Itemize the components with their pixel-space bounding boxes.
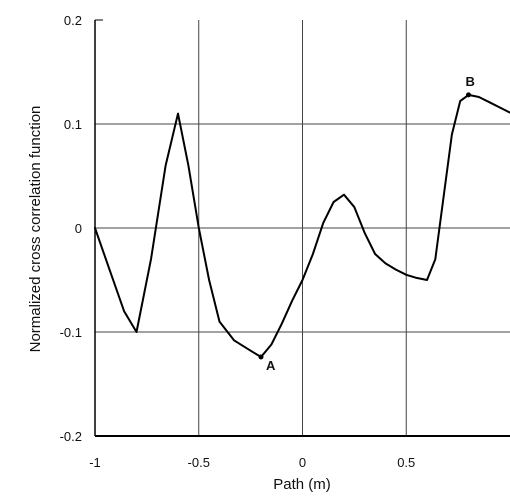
x-tick-label: -0.5 — [188, 455, 210, 470]
x-axis-title: Path (m) — [273, 476, 331, 493]
annotations: AB — [258, 74, 475, 373]
annotation-label: A — [266, 358, 276, 373]
y-tick-label: 0.1 — [64, 117, 82, 132]
x-tick-label: -1 — [89, 455, 101, 470]
series-line — [94, 93, 510, 358]
y-tick-label: 0.2 — [64, 13, 82, 28]
grid-lines — [95, 20, 510, 436]
y-axis-title: Normalized cross correlation function — [27, 106, 44, 353]
y-tick-label: -0.1 — [60, 325, 82, 340]
annotation-point — [258, 354, 264, 360]
annotation-point — [466, 92, 471, 98]
x-tick-label: 0.5 — [397, 455, 415, 470]
y-tick-label: 0 — [75, 221, 82, 236]
x-tick-label: 0 — [299, 455, 306, 470]
tick-labels: -1 -0.5 0 0.5 0.2 0.1 0 -0.1 -0.2 — [60, 13, 416, 470]
series-layer — [94, 93, 510, 358]
annotation-label: B — [466, 74, 475, 89]
y-tick-label: -0.2 — [60, 429, 82, 444]
